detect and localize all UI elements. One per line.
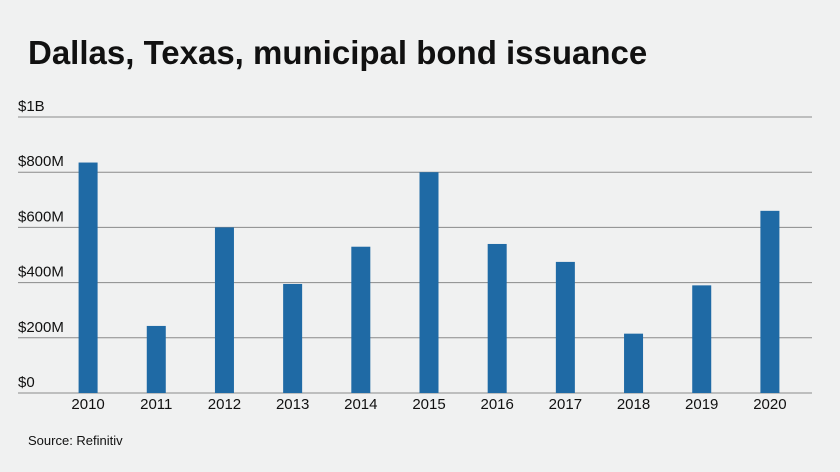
- y-tick-label: $400M: [18, 264, 64, 281]
- x-tick-label: 2020: [753, 396, 786, 413]
- x-tick-label: 2017: [549, 396, 582, 413]
- bar: [78, 162, 98, 393]
- y-tick-label: $0: [18, 374, 35, 391]
- x-tick-label: 2016: [480, 396, 513, 413]
- bar: [214, 227, 234, 393]
- y-tick-label: $200M: [18, 319, 64, 336]
- bar: [283, 283, 303, 393]
- y-tick-label: $800M: [18, 153, 64, 170]
- x-tick-label: 2012: [208, 396, 241, 413]
- bar: [351, 246, 371, 393]
- source-note: Source: Refinitiv: [28, 433, 123, 448]
- chart-title: Dallas, Texas, municipal bond issuance: [28, 34, 647, 71]
- x-tick-label: 2018: [617, 396, 650, 413]
- bar: [692, 285, 712, 393]
- bar: [760, 210, 780, 393]
- x-tick-label: 2013: [276, 396, 309, 413]
- x-tick-label: 2011: [140, 396, 172, 413]
- y-tick-label: $1B: [18, 98, 45, 115]
- bar: [555, 261, 575, 393]
- bar: [624, 333, 644, 393]
- bar: [146, 325, 166, 393]
- y-tick-label: $600M: [18, 208, 64, 225]
- x-tick-label: 2019: [685, 396, 718, 413]
- bar: [487, 243, 507, 393]
- bar: [419, 172, 439, 393]
- x-tick-label: 2014: [344, 396, 377, 413]
- x-tick-label: 2015: [412, 396, 445, 413]
- x-tick-label: 2010: [71, 396, 104, 413]
